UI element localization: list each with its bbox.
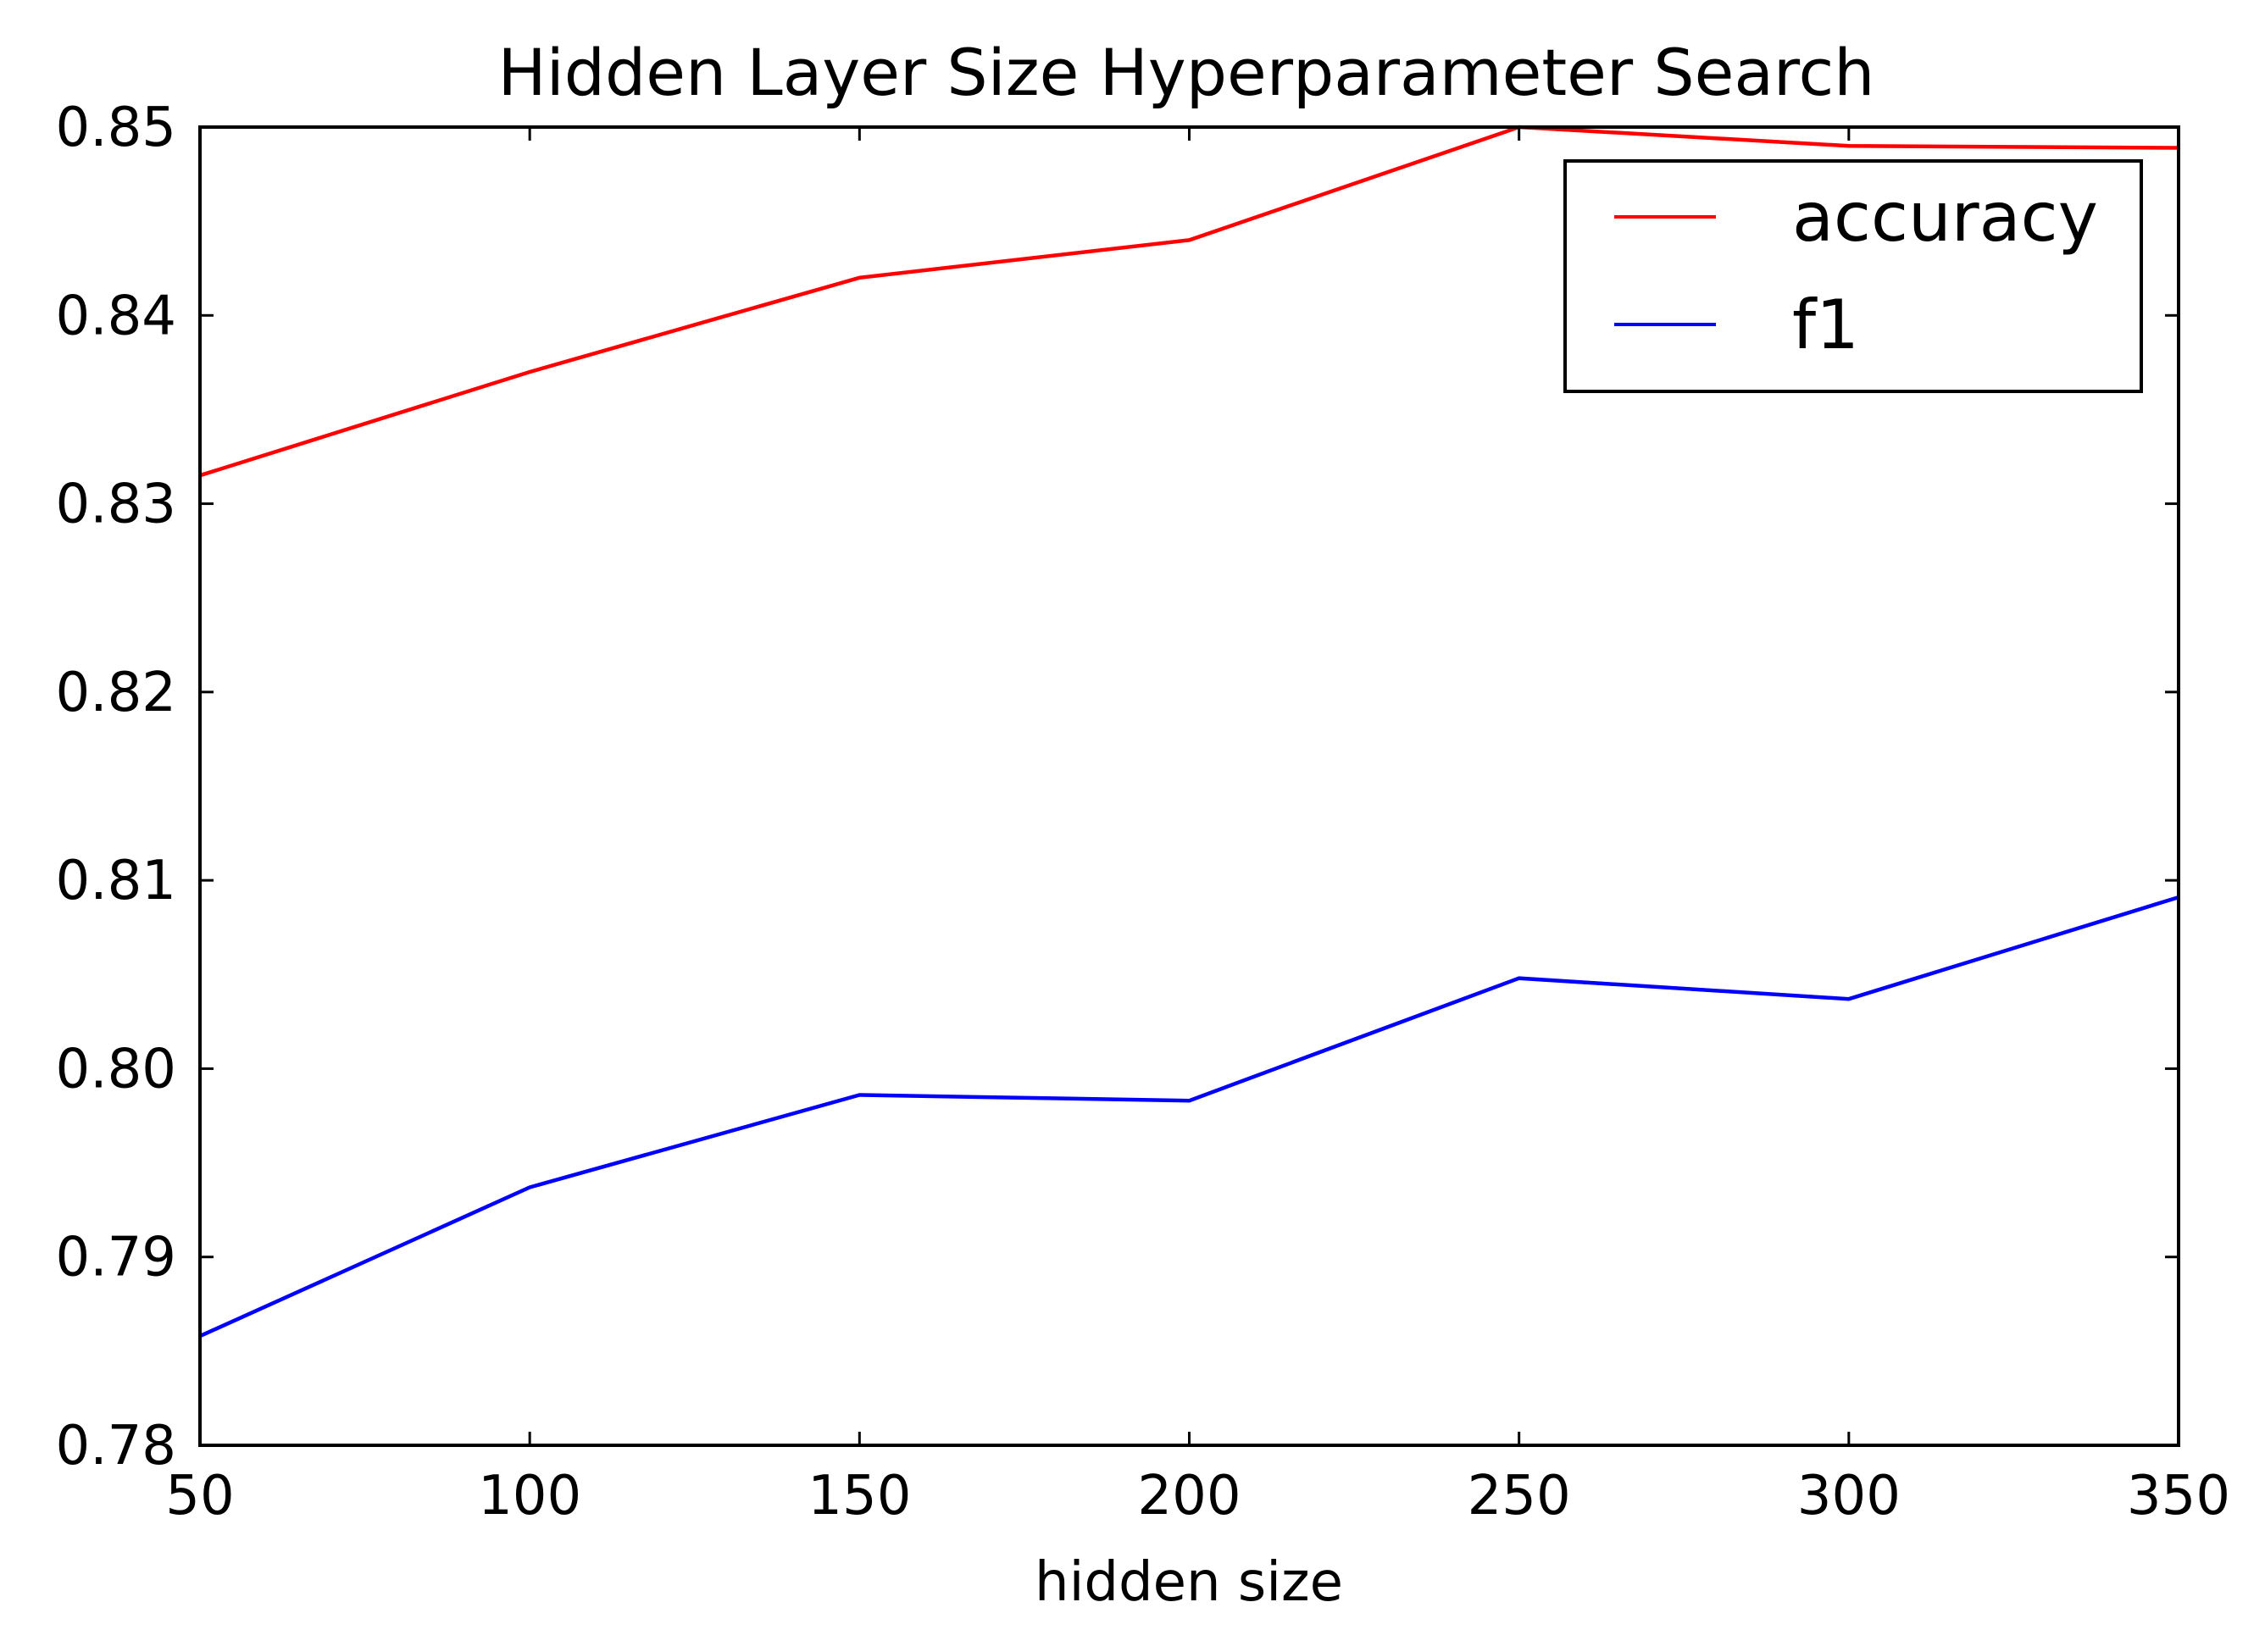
y-tick-label: 0.82 [56, 662, 177, 724]
y-tick-label: 0.81 [56, 850, 177, 912]
legend-label-f1: f1 [1792, 285, 1859, 364]
data-point-f1 [858, 1094, 861, 1097]
x-tick-label: 250 [1468, 1465, 1571, 1527]
y-tick-label: 0.83 [56, 474, 177, 536]
y-tick-label: 0.80 [56, 1038, 177, 1100]
plot-frame [198, 125, 2180, 1447]
data-point-accuracy [1847, 144, 1851, 147]
y-tick-label: 0.85 [56, 97, 177, 159]
x-tick-label: 200 [1137, 1465, 1241, 1527]
data-point-f1 [1188, 1099, 1191, 1102]
y-tick-label: 0.79 [56, 1227, 177, 1289]
ticks-layer: 50 100 150 200 250 300 350 0.78 0.79 0.80 0.81 0.82… [56, 97, 2231, 1527]
x-tick-label: 100 [478, 1465, 581, 1527]
legend-label-accuracy: accuracy [1792, 178, 2098, 257]
x-tick-label: 350 [2127, 1465, 2230, 1527]
legend-box [1563, 159, 2143, 393]
data-point-f1 [1847, 997, 1851, 1001]
data-point-accuracy [858, 276, 861, 280]
data-point-f1 [1518, 977, 1521, 980]
legend: accuracy f1 [1563, 159, 2143, 393]
data-point-accuracy [528, 370, 531, 374]
data-point-accuracy [1188, 238, 1191, 241]
series-line-f1 [199, 895, 2179, 1339]
data-point-f1 [528, 1185, 531, 1189]
y-tick-label: 0.78 [56, 1415, 177, 1477]
series-line-accuracy [199, 125, 2179, 478]
y-tick-label: 0.84 [56, 285, 177, 347]
x-tick-label: 150 [808, 1465, 911, 1527]
x-tick-label: 300 [1797, 1465, 1901, 1527]
series-layer [199, 125, 2179, 1339]
x-axis-label: hidden size [1035, 1551, 1343, 1614]
chart-title: Hidden Layer Size Hyperparameter Search [498, 35, 1875, 110]
x-tick-label: 50 [165, 1465, 234, 1527]
